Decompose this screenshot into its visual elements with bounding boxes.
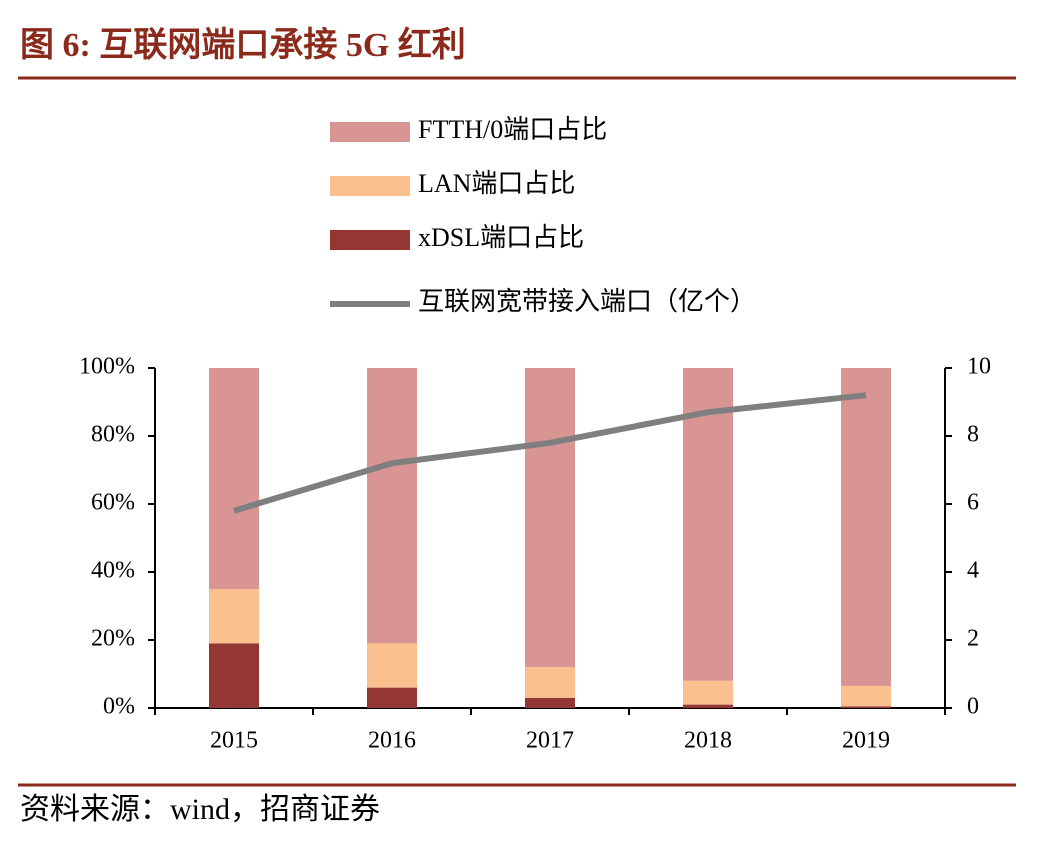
- y2-tick-label: 6: [967, 490, 979, 516]
- chart-title: 图 6: 互联网端口承接 5G 红利: [20, 26, 466, 64]
- bar: [367, 687, 417, 708]
- y2-tick-label: 0: [967, 694, 979, 720]
- y2-tick-label: 10: [967, 354, 991, 380]
- y-tick-label: 100%: [79, 354, 135, 380]
- bar: [367, 643, 417, 688]
- source: 资料来源：wind，招商证券: [20, 793, 380, 826]
- legend-swatch: [330, 122, 410, 142]
- bar: [683, 704, 733, 708]
- x-tick-label: 2019: [842, 728, 890, 754]
- y-tick-label: 0%: [103, 694, 135, 720]
- bar: [841, 706, 891, 708]
- line: [233, 392, 867, 514]
- bar: [683, 368, 733, 681]
- bar: [209, 589, 259, 644]
- legend-label: FTTH/0端口占比: [418, 115, 607, 144]
- y-tick-label: 20%: [91, 626, 135, 652]
- bar: [525, 697, 575, 708]
- bar: [683, 680, 733, 705]
- legend-swatch: [330, 176, 410, 196]
- bar: [209, 368, 259, 589]
- legend-swatch: [330, 230, 410, 250]
- x-tick-label: 2017: [526, 728, 574, 754]
- y2-tick-label: 4: [967, 558, 979, 584]
- legend-label: xDSL端口占比: [418, 223, 584, 252]
- x-tick-label: 2018: [684, 728, 732, 754]
- y2-tick-label: 2: [967, 626, 979, 652]
- y-tick-label: 80%: [91, 422, 135, 448]
- bar: [841, 685, 891, 707]
- x-tick-label: 2016: [368, 728, 416, 754]
- legend-label: LAN端口占比: [418, 169, 575, 198]
- x-tick-label: 2015: [210, 728, 258, 754]
- bar: [209, 643, 259, 708]
- y2-tick-label: 8: [967, 422, 979, 448]
- bar: [525, 667, 575, 698]
- bar: [841, 368, 891, 686]
- bar: [525, 368, 575, 668]
- bar: [367, 368, 417, 644]
- y-tick-label: 60%: [91, 490, 135, 516]
- y-tick-label: 40%: [91, 558, 135, 584]
- legend-label: 互联网宽带接入端口（亿个）: [418, 287, 756, 316]
